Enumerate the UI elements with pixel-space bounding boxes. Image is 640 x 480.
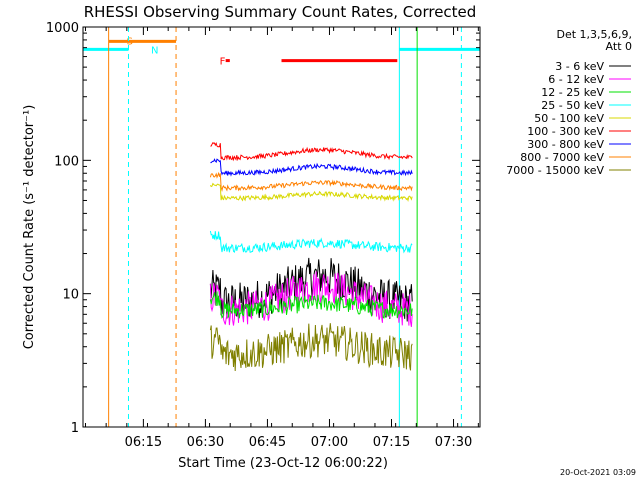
legend-entry-label: 50 - 100 keV [534,112,604,125]
series-line-100-300-kev [210,141,413,162]
flag-label-S: S [127,36,133,47]
flag-label-F: F [220,57,226,68]
y-tick-label: 1 [71,421,79,436]
vertical-markers [108,27,462,427]
x-tick-label: 06:45 [249,435,286,450]
series-line-800-7000-kev [209,171,413,193]
flag-label-N: N [151,45,158,56]
flag-bars: S N F [83,36,480,68]
x-tick-label: 07:00 [311,435,348,450]
legend-entry-label: 12 - 25 keV [541,86,604,99]
chart-title: RHESSI Observing Summary Count Rates, Co… [84,3,477,21]
x-tick-label: 06:30 [187,435,224,450]
series-line-300-800-kev [210,158,413,177]
y-tick-label: 100 [54,154,79,169]
axis-ticks: 1 10 100 1000 06:15 06:30 06:45 07:00 07:15 07:30 [46,21,480,450]
legend-header-line: Att 0 [606,40,632,53]
x-tick-label: 06:15 [125,435,162,450]
legend-entry-label: 300 - 800 keV [527,138,604,151]
series-line-3-6-kev [209,257,413,322]
y-tick-label: 1000 [46,21,79,36]
x-axis-label: Start Time (23-Oct-12 06:00:22) [178,456,388,471]
legend-entry-label: 6 - 12 keV [548,73,604,86]
legend-header-line: Det 1,3,5,6,9, [556,28,632,41]
legend-entry-label: 100 - 300 keV [527,125,604,138]
x-tick-label: 07:30 [435,435,472,450]
legend-entry-label: 800 - 7000 keV [520,151,604,164]
series-line-12-25-kev [209,291,413,319]
series-line-50-100-kev [209,182,413,202]
series-group [209,141,413,372]
footer-timestamp: 20-Oct-2021 03:09 [560,468,636,477]
plot-frame [82,26,481,428]
y-axis-label: Corrected Count Rate (s⁻¹ detector⁻¹) [22,105,37,350]
series-line-25-50-kev [209,230,413,254]
series-line-7000-15000-kev [209,323,413,372]
legend-entry-label: 3 - 6 keV [555,60,604,73]
x-tick-label: 07:15 [373,435,410,450]
y-tick-label: 10 [62,288,79,303]
legend-entry-label: 25 - 50 keV [541,99,604,112]
legend-entry-label: 7000 - 15000 keV [506,164,604,177]
